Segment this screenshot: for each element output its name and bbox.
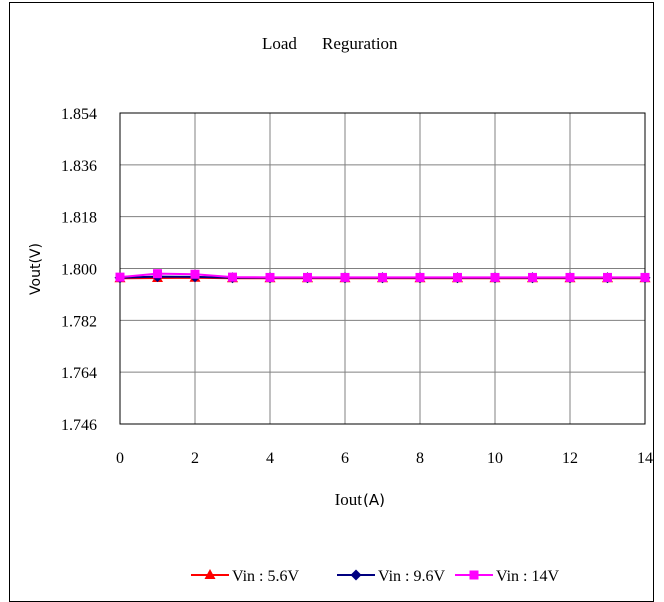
data-point-square — [415, 272, 425, 282]
x-tick-label: 14 — [637, 450, 653, 467]
y-tick-label: 1.800 — [61, 262, 97, 279]
data-point-square — [115, 272, 125, 282]
legend-label: Vin : 9.6V — [378, 568, 445, 585]
x-axis-label-unit: (A) — [363, 491, 385, 509]
data-point-square — [378, 272, 387, 282]
data-point-square — [153, 269, 162, 279]
plot-border — [119, 112, 646, 425]
data-point-square — [303, 272, 312, 282]
legend-marker-diamond — [350, 569, 362, 581]
x-tick-label: 10 — [487, 450, 503, 467]
legend: Vin : 5.6V Vin : 9.6V Vin : 14V — [191, 568, 559, 585]
y-tick-label: 1.764 — [61, 365, 97, 382]
y-tick-label: 1.818 — [61, 210, 97, 227]
data-point-square — [490, 272, 500, 282]
data-point-square — [640, 272, 650, 282]
y-tick-label: 1.836 — [61, 158, 97, 175]
data-point-square — [528, 272, 537, 282]
y-axis-label: Vout(V) — [28, 243, 44, 295]
data-point-square — [453, 272, 462, 282]
y-tick-label: 1.746 — [61, 417, 97, 434]
data-point-square — [565, 272, 575, 282]
x-tick-label: 6 — [341, 450, 349, 467]
x-tick-label: 8 — [416, 450, 424, 467]
x-tick-label: 4 — [266, 450, 274, 467]
y-tick-label: 1.854 — [61, 106, 97, 123]
legend-marker-triangle — [204, 569, 216, 579]
data-point-square — [190, 269, 200, 279]
plot-area: 1.854 1.836 1.818 1.800 1.782 1.764 1.746 0 2 4 6 8… — [61, 106, 653, 467]
chart-frame — [9, 2, 654, 602]
data-point-square — [228, 272, 237, 282]
data-point-square — [340, 272, 350, 282]
data-point-square — [603, 272, 612, 282]
data-point-square — [265, 272, 275, 282]
x-tick-label: 12 — [562, 450, 578, 467]
chart-title-part-1: Load — [262, 34, 297, 53]
legend-label: Vin : 5.6V — [232, 568, 299, 585]
chart-title-part-2: Reguration — [322, 34, 398, 53]
y-tick-label: 1.782 — [61, 313, 97, 330]
x-axis-label-main: Iout — [335, 490, 363, 509]
legend-marker-square — [469, 570, 479, 580]
legend-label: Vin : 14V — [496, 568, 559, 585]
x-tick-label: 0 — [116, 450, 124, 467]
x-tick-label: 2 — [191, 450, 199, 467]
